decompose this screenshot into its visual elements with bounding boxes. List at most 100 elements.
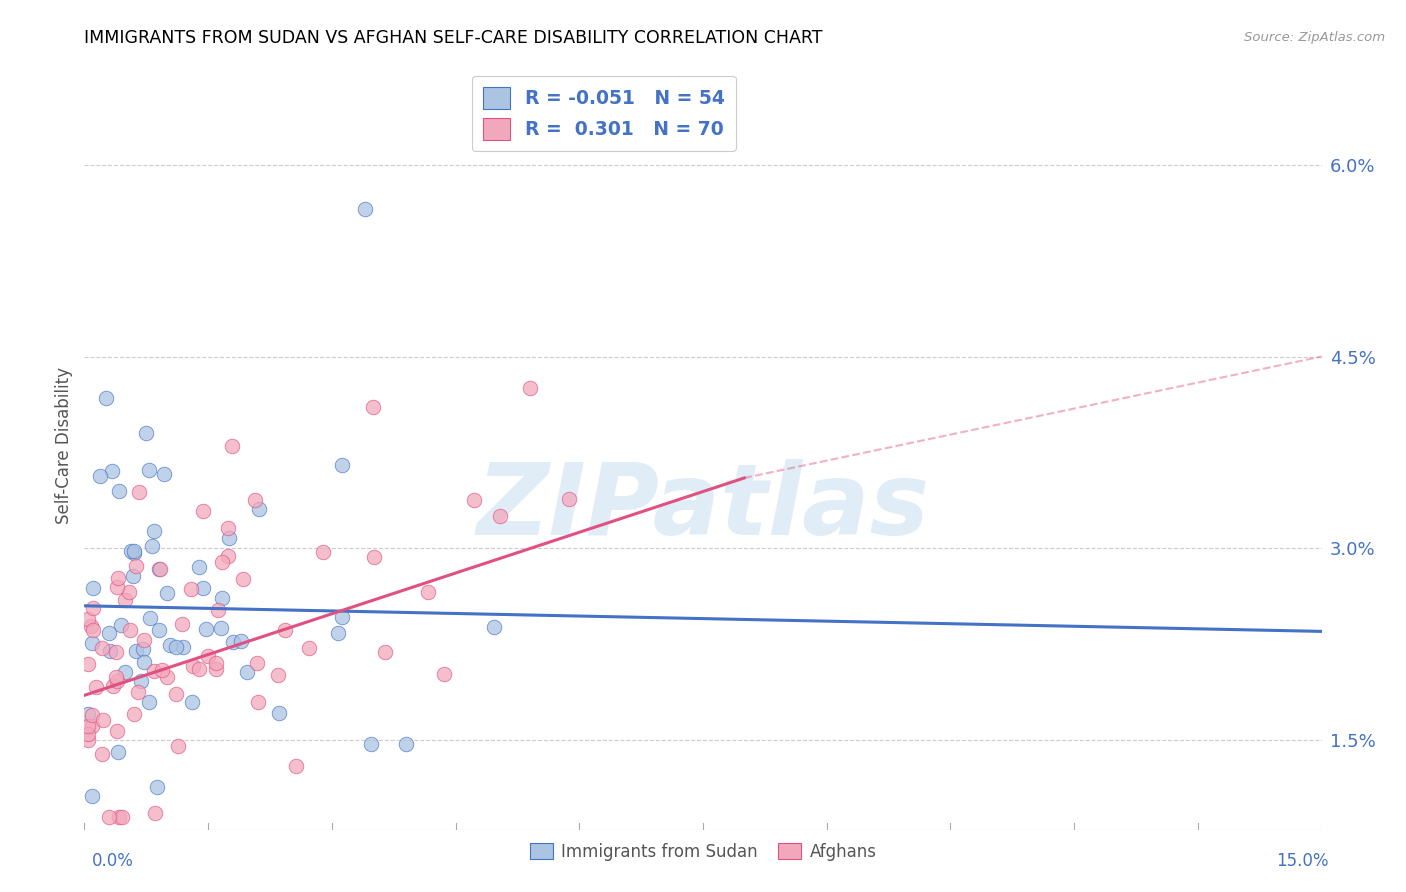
Point [211, 555, 233, 569]
Point [181, 659, 204, 673]
Point [209, 621, 232, 635]
Point [222, 635, 245, 649]
Point [122, 544, 145, 558]
Point [143, 805, 166, 820]
Point [205, 662, 228, 676]
Point [107, 571, 129, 585]
Point [353, 202, 375, 217]
Point [330, 458, 353, 472]
Y-axis label: Self-Care Disability: Self-Care Disability [55, 368, 73, 524]
Point [269, 706, 291, 720]
Point [124, 558, 146, 573]
Point [197, 649, 219, 664]
Point [159, 638, 181, 652]
Point [77, 726, 100, 740]
Text: 0.0%: 0.0% [91, 852, 134, 870]
Point [328, 625, 350, 640]
Point [418, 585, 440, 599]
Point [148, 562, 170, 576]
Point [128, 485, 150, 500]
Point [114, 665, 136, 679]
Point [82, 719, 104, 733]
Point [138, 695, 160, 709]
Point [153, 467, 176, 481]
Point [191, 581, 214, 595]
Point [118, 623, 141, 637]
Point [330, 610, 353, 624]
Point [167, 739, 190, 753]
Point [218, 531, 240, 545]
Point [298, 641, 321, 656]
Point [363, 549, 385, 564]
Point [181, 695, 204, 709]
Point [97, 810, 120, 824]
Point [463, 492, 485, 507]
Point [149, 562, 172, 576]
Point [80, 619, 103, 633]
Point [211, 591, 233, 606]
Text: IMMIGRANTS FROM SUDAN VS AFGHAN SELF-CARE DISABILITY CORRELATION CHART: IMMIGRANTS FROM SUDAN VS AFGHAN SELF-CAR… [84, 29, 823, 47]
Point [245, 493, 267, 508]
Point [120, 544, 142, 558]
Point [148, 623, 170, 637]
Point [77, 612, 100, 626]
Point [132, 642, 155, 657]
Point [217, 521, 239, 535]
Point [97, 625, 120, 640]
Text: ZIPatlas: ZIPatlas [477, 458, 929, 556]
Point [519, 382, 541, 396]
Point [91, 640, 114, 655]
Point [395, 737, 418, 751]
Point [77, 733, 100, 747]
Legend: R = -0.051   N = 54, R =  0.301   N = 70: R = -0.051 N = 54, R = 0.301 N = 70 [472, 76, 735, 151]
Point [122, 569, 145, 583]
Point [482, 620, 505, 634]
Point [246, 656, 269, 670]
Point [125, 644, 148, 658]
Point [195, 622, 218, 636]
Point [139, 611, 162, 625]
Point [360, 737, 382, 751]
Point [77, 657, 100, 671]
Point [361, 401, 384, 415]
Point [180, 582, 202, 596]
Point [90, 747, 112, 761]
Point [150, 663, 173, 677]
Point [101, 679, 124, 693]
Point [134, 632, 156, 647]
Point [143, 665, 166, 679]
Point [207, 603, 229, 617]
Point [82, 708, 104, 723]
Point [217, 549, 239, 564]
Point [188, 662, 211, 676]
Point [188, 560, 211, 574]
Point [82, 601, 104, 615]
Point [89, 469, 111, 483]
Point [114, 592, 136, 607]
Point [82, 581, 104, 595]
Point [247, 695, 270, 709]
Point [165, 687, 187, 701]
Point [221, 439, 243, 453]
Point [433, 666, 456, 681]
Point [132, 655, 155, 669]
Point [86, 680, 108, 694]
Point [107, 745, 129, 759]
Point [165, 640, 187, 654]
Point [105, 674, 128, 689]
Point [312, 545, 335, 559]
Point [141, 540, 163, 554]
Point [124, 546, 146, 560]
Point [105, 724, 128, 739]
Point [127, 685, 149, 699]
Point [94, 391, 117, 405]
Point [274, 623, 297, 637]
Point [235, 665, 257, 680]
Point [111, 810, 134, 824]
Point [155, 670, 177, 684]
Point [205, 656, 228, 670]
Point [93, 714, 115, 728]
Point [170, 617, 193, 632]
Point [374, 645, 396, 659]
Point [267, 667, 290, 681]
